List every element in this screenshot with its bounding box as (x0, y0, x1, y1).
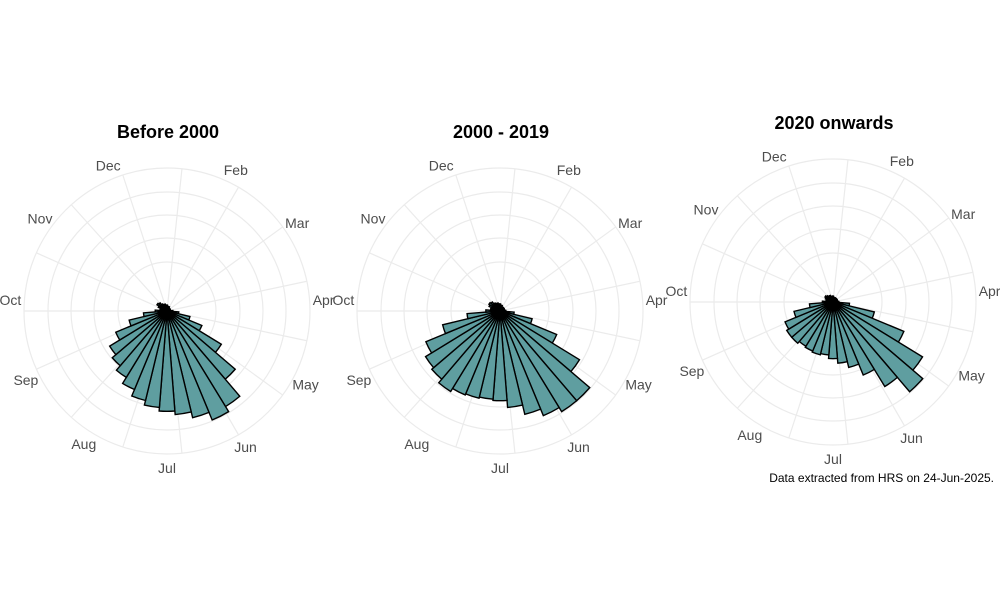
grid-spoke (832, 159, 849, 303)
bar-2-19 (441, 310, 501, 335)
bar-1-10 (166, 310, 193, 416)
month-label-dec: Dec (762, 148, 787, 164)
month-label-nov: Nov (694, 202, 719, 218)
bar-3-17 (785, 301, 834, 339)
polar-panel-3: Apr May Jun Jul Aug Sep Oct Nov Dec Feb Mar (666, 148, 1000, 467)
grid-spoke (36, 252, 168, 312)
bar-2-20 (466, 310, 501, 320)
bar-2-7 (499, 310, 578, 413)
month-label-mar: Mar (285, 215, 309, 231)
grid-spoke (832, 177, 906, 303)
grid-spoke (166, 280, 307, 312)
bar-2-16 (430, 310, 501, 381)
polar-panel-1: Apr May Jun Jul Aug Sep Oct Nov Dec Feb Mar (0, 157, 335, 476)
month-label-feb: Feb (557, 162, 581, 178)
grid-spoke (499, 168, 516, 312)
month-label-mar: Mar (951, 206, 975, 222)
bar-2-11 (492, 310, 508, 402)
bar-3-20 (808, 301, 834, 309)
grid-spoke (455, 174, 501, 312)
month-label-oct: Oct (0, 292, 21, 308)
bar-1-11 (158, 310, 176, 412)
grid-spoke (736, 195, 834, 303)
grid-spoke (499, 280, 640, 312)
bar-1-19 (128, 310, 168, 327)
caption-text: Data extracted from HRS on 24-Jun-2025. (769, 471, 994, 485)
grid-spoke (499, 186, 573, 312)
month-label-may: May (625, 377, 651, 393)
bar-1-18 (114, 310, 168, 341)
bar-3-6 (832, 301, 924, 393)
month-label-dec: Dec (96, 157, 121, 173)
bar-3-11 (827, 301, 839, 360)
polar-panel-2: Apr May Jun Jul Aug Sep Oct Nov Dec Feb Mar (333, 157, 668, 476)
bar-3-10 (832, 301, 849, 364)
bar-1-8 (166, 310, 230, 421)
month-label-nov: Nov (361, 211, 386, 227)
bar-2-8 (499, 310, 561, 417)
bar-3-8 (832, 301, 876, 376)
bar-2-15 (437, 310, 501, 393)
month-label-feb: Feb (224, 162, 248, 178)
bar-2-40 (499, 309, 506, 312)
month-label-dec: Dec (429, 157, 454, 173)
panel-title-2: 2000 - 2019 (453, 122, 549, 142)
grid-spoke (499, 226, 617, 312)
grid-spoke (70, 204, 168, 312)
grid-spoke (166, 226, 284, 312)
bar-2-10 (499, 310, 524, 409)
bar-2-17 (424, 310, 501, 369)
month-label-sep: Sep (13, 372, 38, 388)
grid-spoke (403, 204, 501, 312)
month-label-jul: Jul (158, 460, 176, 476)
month-label-apr: Apr (646, 292, 668, 308)
grid-spoke (166, 168, 183, 312)
month-label-apr: Apr (313, 292, 335, 308)
panel-title-1: Before 2000 (117, 122, 219, 142)
month-label-jul: Jul (824, 451, 842, 467)
grid-spoke (702, 243, 834, 303)
grid-spoke (369, 252, 501, 312)
month-label-jul: Jul (491, 460, 509, 476)
grid-spoke (166, 186, 240, 312)
month-label-jun: Jun (234, 439, 257, 455)
grid-spoke (122, 174, 168, 312)
month-label-sep: Sep (346, 372, 371, 388)
month-label-aug: Aug (737, 427, 762, 443)
bar-1-40 (166, 309, 172, 312)
bar-3-18 (784, 301, 834, 331)
bar-2-9 (499, 310, 542, 416)
month-label-oct: Oct (333, 292, 355, 308)
month-label-mar: Mar (618, 215, 642, 231)
bar-1-17 (108, 310, 168, 356)
bar-2-18 (424, 310, 501, 354)
month-label-jun: Jun (567, 439, 590, 455)
month-label-oct: Oct (666, 283, 688, 299)
month-label-may: May (292, 377, 318, 393)
month-label-aug: Aug (404, 436, 429, 452)
month-label-sep: Sep (679, 363, 704, 379)
month-label-apr: Apr (979, 283, 1000, 299)
bar-1-15 (115, 310, 168, 379)
bar-1-16 (111, 310, 168, 367)
month-label-nov: Nov (28, 211, 53, 227)
bar-3-7 (832, 301, 899, 388)
panel-title-3: 2020 onwards (774, 113, 893, 133)
grid-spoke (788, 165, 834, 303)
bar-1-20 (142, 310, 168, 318)
grid-spoke (832, 271, 973, 303)
bar-3-19 (793, 301, 834, 319)
month-label-aug: Aug (71, 436, 96, 452)
bar-1-9 (166, 310, 210, 419)
month-label-jun: Jun (900, 430, 923, 446)
grid-spoke (832, 217, 950, 303)
bar-3-9 (832, 301, 860, 369)
bar-3-40 (832, 300, 839, 303)
month-label-feb: Feb (890, 153, 914, 169)
month-label-may: May (958, 368, 984, 384)
bar-1-14 (121, 310, 168, 391)
panels-group: Apr May Jun Jul Aug Sep Oct Nov Dec Feb Mar Apr May J… (0, 148, 1000, 476)
